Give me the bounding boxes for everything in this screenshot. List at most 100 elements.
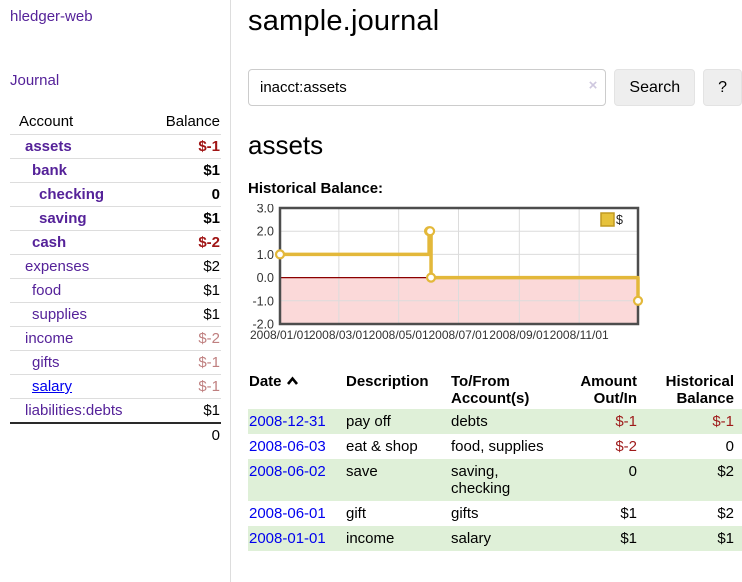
balance-chart-svg: 3.0 2.0 1.0 0.0 -1.0 -2.02008/01/012008/03/01… [250,202,644,342]
transaction-date-link[interactable]: 2008-06-01 [249,505,326,522]
app-brand-link[interactable]: hledger-web [10,8,93,25]
accounts-table-body: assets $-1 bank $1 checking 0 saving $1 … [10,134,221,424]
svg-text:2008/09/01: 2008/09/01 [489,328,549,342]
account-link[interactable]: cash [32,234,67,251]
account-row: salary $-1 [10,374,221,399]
search-input[interactable] [248,69,607,106]
account-balance: $-2 [198,330,220,347]
account-link[interactable]: liabilities:debts [25,402,123,419]
transaction-balance: $2 [717,463,734,480]
account-link[interactable]: supplies [32,306,88,323]
svg-text:2.0: 2.0 [257,225,274,239]
account-balance: $1 [203,162,220,179]
account-balance: 0 [211,186,220,203]
account-row: expenses $2 [10,254,221,279]
account-heading: assets [248,130,324,160]
account-link[interactable]: saving [39,210,87,227]
account-balance: $-2 [198,234,220,251]
chart-title: Historical Balance: [248,180,384,197]
main-content: sample.journal × Search ? assets Histori… [248,0,742,551]
transaction-balance: 0 [725,438,734,455]
account-balance: $2 [203,258,220,275]
accounts-table: Account Balance assets $-1 bank $1 check… [10,110,221,447]
search-button[interactable]: Search [614,69,696,106]
account-link[interactable]: expenses [25,258,90,275]
transaction-amount: $-2 [615,438,637,455]
column-header-date[interactable]: Date [248,371,346,409]
svg-text:0.0: 0.0 [257,271,274,285]
transaction-description: eat & shop [346,438,418,455]
svg-text:2008/03/01: 2008/03/01 [309,328,369,342]
account-balance: $-1 [198,378,220,395]
svg-text:2008/11/01: 2008/11/01 [550,328,609,342]
transactions-table-body: 2008-12-31 pay off debts $-1 $-1 2008-06… [248,409,742,551]
svg-text:2008/01/01: 2008/01/01 [250,328,310,342]
accounts-total-value: 0 [211,427,220,444]
account-row: saving $1 [10,206,221,231]
account-link[interactable]: bank [32,162,68,179]
transactions-table: Date Description To/From Account(s) Amou… [248,371,742,551]
sidebar-item-journal[interactable]: Journal [10,72,60,89]
transaction-description: save [346,463,378,480]
accounts-table-header: Account Balance [10,110,221,135]
account-row: checking 0 [10,182,221,207]
transaction-balance: $1 [717,530,734,547]
sidebar: hledger-web Journal Account Balance asse… [0,0,231,582]
account-balance: $1 [203,306,220,323]
account-row: gifts $-1 [10,350,221,375]
account-row: liabilities:debts $1 [10,398,221,424]
account-balance: $1 [203,402,220,419]
account-balance: $1 [203,282,220,299]
transactions-header-row: Date Description To/From Account(s) Amou… [248,371,742,409]
svg-text:-2.0: -2.0 [252,318,274,332]
accounts-header-account: Account [19,113,74,130]
transaction-amount: $1 [620,505,637,522]
account-row: supplies $1 [10,302,221,327]
accounts-total-spacer [10,423,144,447]
transaction-date-link[interactable]: 2008-01-01 [249,530,326,547]
transaction-balance: $2 [717,505,734,522]
account-link[interactable]: assets [25,138,72,155]
svg-text:2008/05/01: 2008/05/01 [369,328,429,342]
sort-ascending-icon [286,376,298,385]
svg-text:-1.0: -1.0 [252,294,274,308]
clear-search-icon[interactable]: × [588,77,598,94]
transaction-date-link[interactable]: 2008-12-31 [249,413,326,430]
transaction-row: 2008-01-01 income salary $1 $1 [248,526,742,551]
column-header-amount: Amount Out/In [580,373,637,407]
transaction-accounts: salary [451,530,492,547]
account-link[interactable]: checking [39,186,105,203]
account-balance: $1 [203,210,220,227]
transaction-accounts: debts [451,413,488,430]
transaction-row: 2008-12-31 pay off debts $-1 $-1 [248,409,742,434]
transaction-description: income [346,530,395,547]
account-link[interactable]: food [32,282,62,299]
account-balance: $-1 [198,138,220,155]
transaction-accounts: saving, checking [451,463,511,497]
column-header-description: Description [346,373,429,390]
historical-balance-chart: 3.0 2.0 1.0 0.0 -1.0 -2.0 2008/01/01 2008/03/01… [248,202,742,355]
account-row: income $-2 [10,326,221,351]
account-link[interactable]: salary [32,378,73,395]
account-row: food $1 [10,278,221,303]
transaction-date-link[interactable]: 2008-06-03 [249,438,326,455]
account-link[interactable]: income [25,330,74,347]
page-title: sample.journal [248,5,440,37]
svg-text:2008/07/01: 2008/07/01 [428,328,488,342]
transaction-row: 2008-06-03 eat & shop food, supplies $-2… [248,434,742,459]
account-row: bank $1 [10,158,221,183]
accounts-total-row: 0 [10,423,221,447]
column-header-balance: Historical Balance [665,373,734,407]
transaction-date-link[interactable]: 2008-06-02 [249,463,326,480]
help-button[interactable]: ? [703,69,742,106]
accounts-header-balance: Balance [165,113,220,130]
svg-text:3.0: 3.0 [257,204,274,216]
account-link[interactable]: gifts [32,354,60,371]
transaction-accounts: food, supplies [451,438,544,455]
transaction-accounts: gifts [451,505,479,522]
transaction-amount: $-1 [615,413,637,430]
transaction-description: gift [346,505,367,522]
search-bar: × Search ? [248,69,742,106]
svg-text:$: $ [616,213,623,227]
svg-text:1.0: 1.0 [257,248,274,262]
